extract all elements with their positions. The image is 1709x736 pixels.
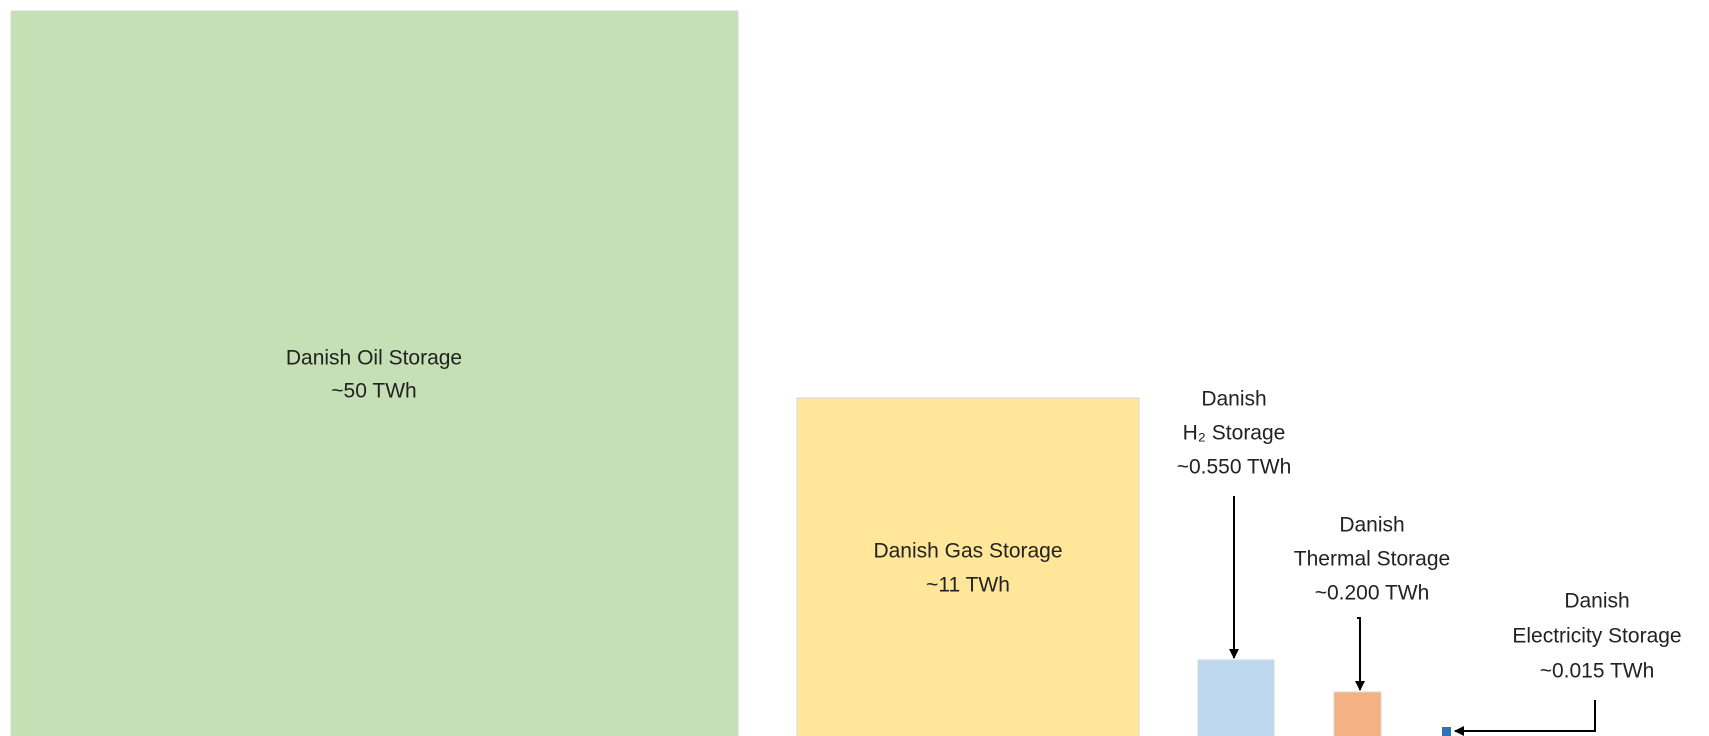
oil-storage-box [10, 10, 739, 736]
gas-storage-box [796, 397, 1140, 736]
node-label: Danish Oil Storage [286, 347, 462, 370]
thermal-arrow [1355, 617, 1365, 691]
node-label: Danish [1201, 388, 1266, 411]
node-label: ~50 TWh [331, 380, 416, 403]
electricity-arrow [1454, 700, 1596, 736]
thermal-storage-box [1333, 691, 1382, 736]
node-label: Thermal Storage [1294, 548, 1450, 571]
node-label: Danish Gas Storage [873, 540, 1062, 563]
node-label: ~0.550 TWh [1177, 456, 1292, 479]
node-label: Electricity Storage [1512, 625, 1681, 648]
electricity-storage-box [1442, 727, 1451, 736]
node-label: H₂ Storage [1183, 422, 1286, 445]
h2-storage-box [1197, 659, 1275, 736]
node-label: Danish [1339, 514, 1404, 537]
node-label: ~0.200 TWh [1315, 582, 1430, 605]
node-label: ~0.015 TWh [1540, 660, 1655, 683]
node-label: Danish [1564, 590, 1629, 613]
node-label: ~11 TWh [926, 574, 1010, 597]
